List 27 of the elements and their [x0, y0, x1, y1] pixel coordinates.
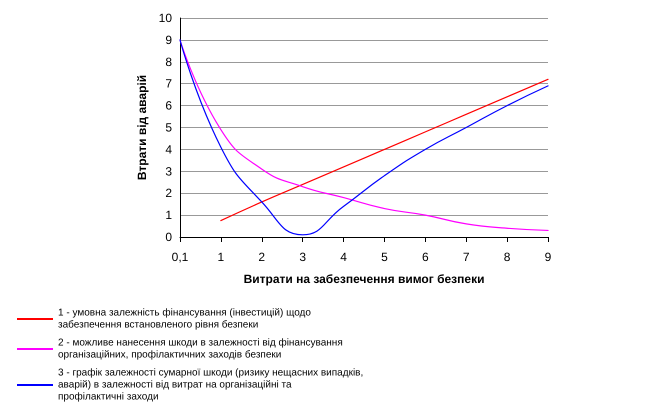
y-tick-label: 10: [158, 11, 172, 25]
y-tick-label: 9: [165, 32, 172, 47]
x-tick-label: 3: [299, 250, 306, 264]
legend-label: 1 - умовна залежність фінансування (інвестицій) щодо забезпечення встановленого рівня безпеки: [58, 308, 314, 330]
x-tick-label: 2: [258, 250, 266, 264]
line-series: [220, 78, 549, 222]
y-tick-label: 8: [165, 54, 172, 69]
x-tick-label: 5: [381, 250, 388, 264]
legend-label: 2 - можливе нанесення шкоди в залежності від фінансування організаційних, профілактичних заходів безпеки: [58, 338, 346, 360]
y-tick-label: 2: [165, 186, 172, 200]
legend-label: 3 - графік залежності сумарної шкоди (ризику нещасних випадків, аварій) в залежності від витрат на організаційні та профілактичні заходи: [58, 368, 366, 402]
x-tick-label: 4: [340, 250, 348, 264]
x-tick-label: 6: [422, 250, 429, 264]
x-tick-label: 8: [504, 250, 511, 264]
y-tick-label: 6: [165, 98, 172, 113]
y-tick-label: 3: [165, 164, 172, 178]
y-axis-title: Втрати від аварій: [134, 74, 149, 180]
x-tick-label: 0,1: [172, 250, 189, 264]
y-tick-label: 0: [165, 230, 172, 244]
y-tick-label: 4: [165, 142, 172, 156]
x-axis-title: Витрати на забезпечення вимог безпеки: [244, 272, 484, 286]
y-tick-label: 7: [165, 76, 172, 91]
y-tick-label: 1: [165, 208, 172, 222]
x-tick-label: 9: [544, 250, 552, 264]
y-tick-label: 5: [165, 120, 172, 134]
x-tick-label: 7: [462, 250, 470, 264]
x-tick-label: 1: [218, 250, 225, 264]
